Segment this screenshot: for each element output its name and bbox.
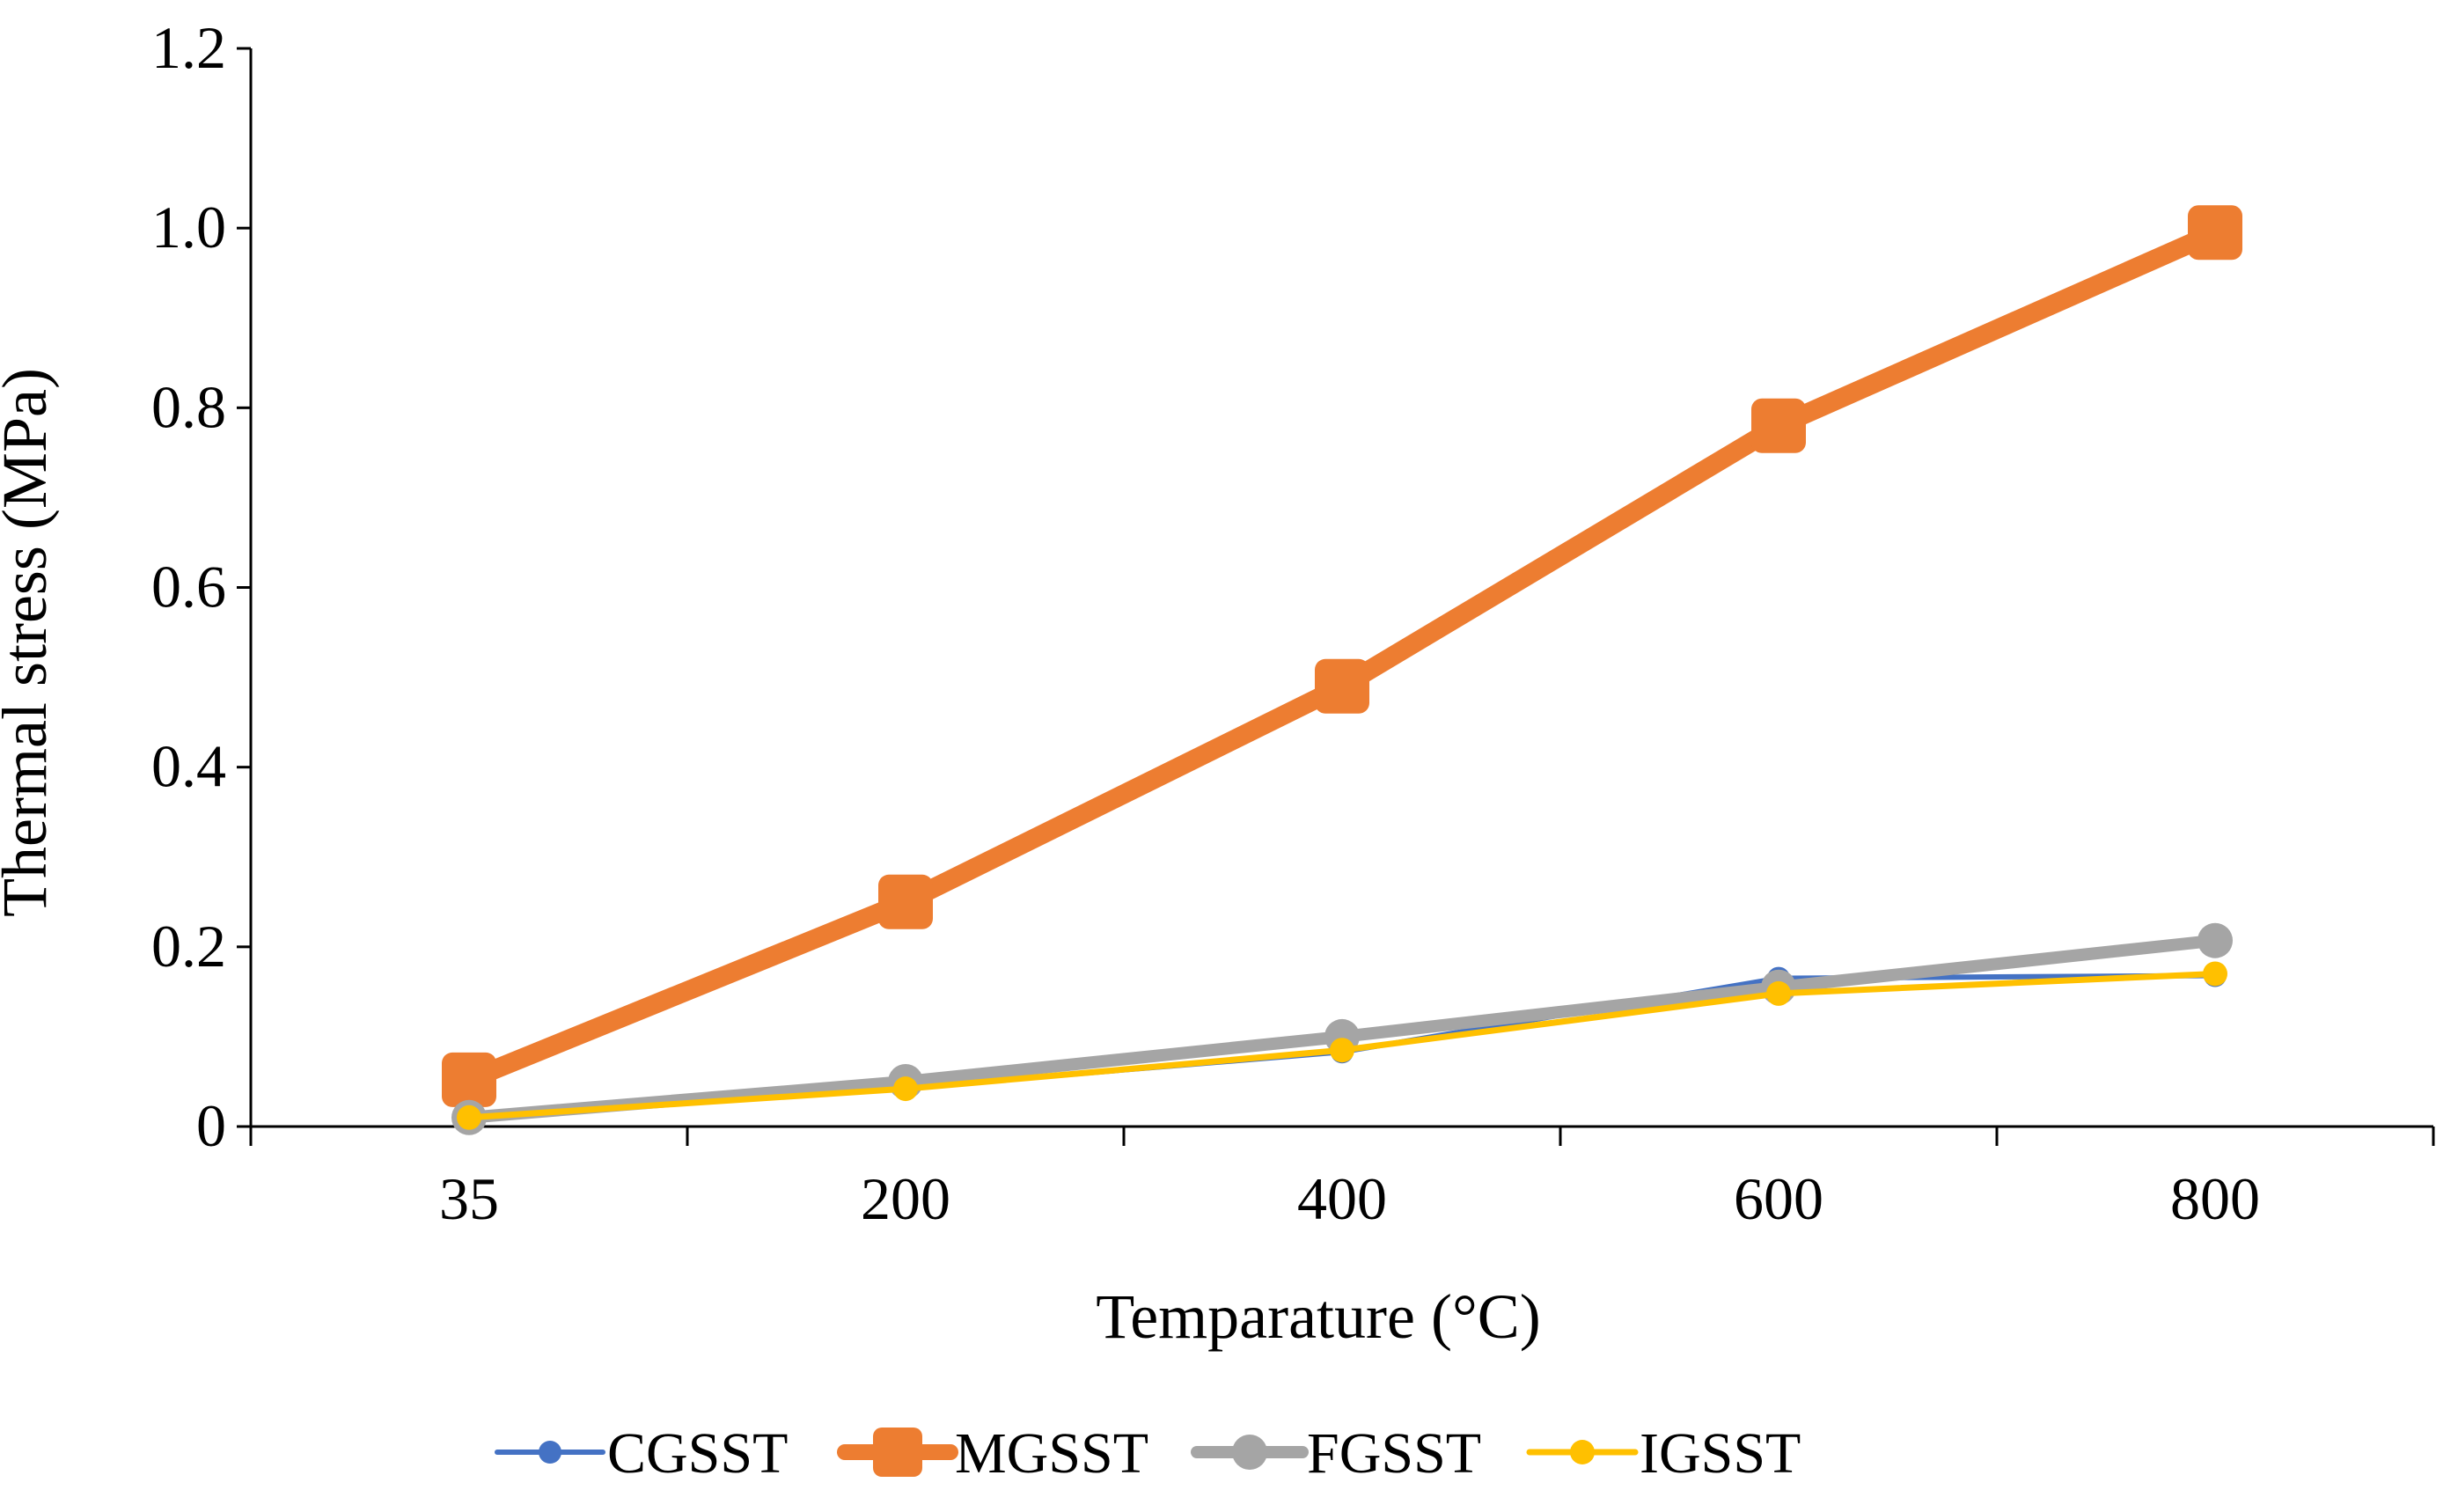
legend-item-mgsst: MGSST — [837, 1421, 1148, 1486]
x-axis: 35 200 400 600 800 — [249, 1125, 2435, 1232]
data-point — [878, 874, 933, 929]
legend-label: MGSST — [955, 1421, 1148, 1486]
data-point — [893, 1076, 918, 1102]
legend-item-igsst: IGSST — [1526, 1421, 1801, 1486]
data-point — [2203, 961, 2227, 987]
y-axis: 0 0.2 0.4 0.6 0.8 1.0 1.2 — [151, 14, 253, 1159]
legend-item-cgsst: CGSST — [495, 1421, 788, 1486]
y-tick-label: 0.6 — [151, 554, 226, 620]
data-point — [1315, 658, 1369, 714]
y-tick-label: 1.0 — [151, 194, 226, 261]
y-axis-title: Thermal stress (MPa) — [0, 368, 60, 917]
x-axis-title: Temparature (°C) — [1096, 1281, 1541, 1352]
legend-label: IGSST — [1640, 1421, 1801, 1486]
data-point — [1751, 398, 1806, 453]
x-tick-label: 600 — [1734, 1165, 1823, 1232]
data-point — [2188, 205, 2242, 261]
legend-item-fgsst: FGSST — [1191, 1421, 1481, 1486]
y-tick-label: 0.4 — [151, 733, 226, 800]
legend: CGSST MGSST FGSST IGSST — [495, 1421, 1801, 1486]
x-tick-label: 800 — [2170, 1165, 2260, 1232]
legend-marker — [873, 1428, 922, 1477]
legend-marker — [1570, 1440, 1595, 1464]
legend-label: FGSST — [1307, 1421, 1481, 1486]
data-point — [2198, 922, 2233, 958]
y-tick-label: 0.2 — [151, 913, 226, 980]
series-igsst — [457, 961, 2227, 1130]
data-point — [1330, 1038, 1354, 1063]
data-point — [442, 1052, 496, 1107]
x-tick-label: 400 — [1297, 1165, 1387, 1232]
x-tick-label: 200 — [861, 1165, 950, 1232]
legend-marker — [539, 1441, 561, 1464]
series-layer — [442, 205, 2242, 1135]
y-tick-label: 0 — [196, 1092, 226, 1159]
data-point — [1766, 980, 1791, 1006]
legend-label: CGSST — [607, 1421, 788, 1486]
x-tick-label: 35 — [439, 1165, 499, 1232]
series-line — [459, 223, 2225, 1090]
series-mgsst — [442, 205, 2242, 1107]
y-tick-label: 1.2 — [151, 14, 226, 81]
legend-marker — [1232, 1435, 1267, 1470]
data-point — [457, 1105, 481, 1130]
y-tick-label: 0.8 — [151, 373, 226, 440]
